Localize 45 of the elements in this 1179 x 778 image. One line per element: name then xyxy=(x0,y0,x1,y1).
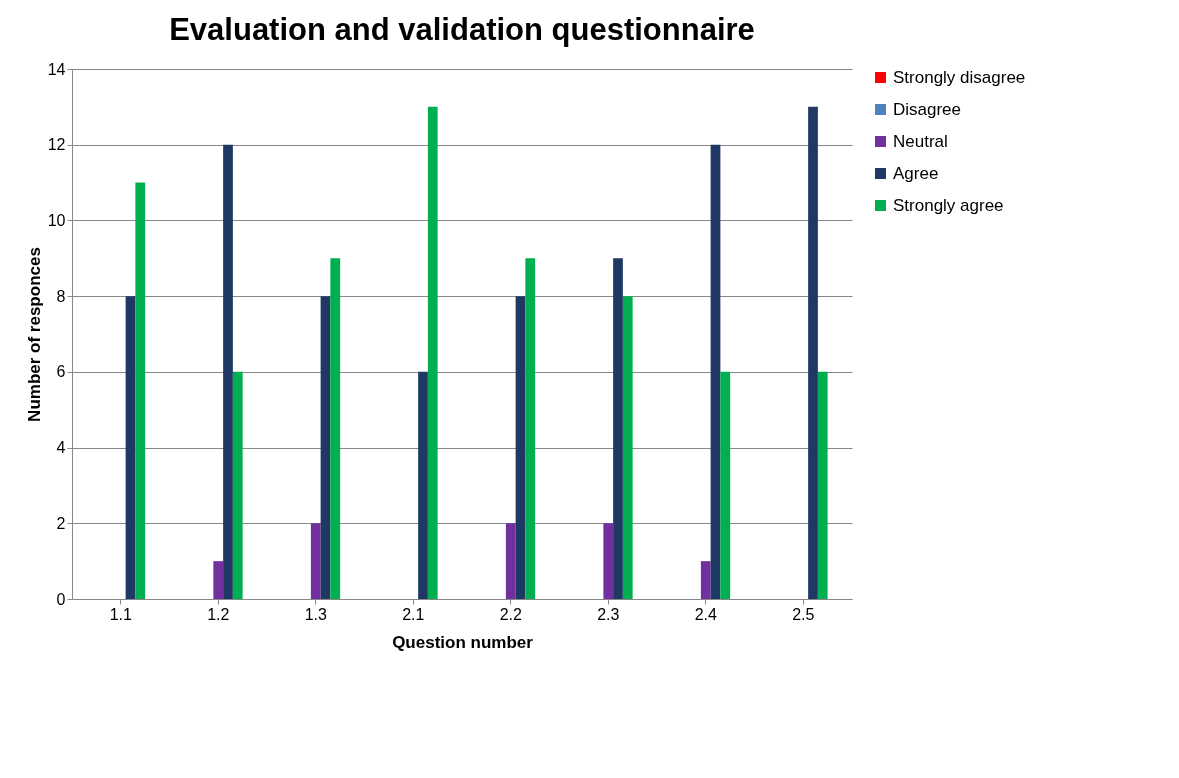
bar xyxy=(700,561,711,599)
x-tick-label: 2.5 xyxy=(792,605,815,623)
bar xyxy=(135,182,146,599)
x-tick-label: 2.4 xyxy=(694,605,717,623)
x-tick-label: 2.2 xyxy=(499,605,522,623)
bar xyxy=(427,106,438,599)
bar xyxy=(817,371,828,599)
bar xyxy=(720,371,731,599)
legend-label: Strongly agree xyxy=(893,195,1004,215)
x-axis-title: Question number xyxy=(392,632,534,652)
bar xyxy=(223,144,233,599)
legend-label: Disagree xyxy=(893,99,962,119)
y-tick-label: 4 xyxy=(56,439,66,457)
x-tick-label: 1.1 xyxy=(109,605,132,623)
x-tick-label: 1.3 xyxy=(304,605,327,623)
bar xyxy=(320,296,331,599)
bar xyxy=(505,523,516,599)
bar xyxy=(330,258,341,599)
y-tick-label: 12 xyxy=(47,136,66,154)
bar xyxy=(418,371,428,599)
y-tick-label: 0 xyxy=(56,590,66,608)
y-tick-label: 6 xyxy=(56,363,66,381)
chart-title: Evaluation and validation questionnaire xyxy=(169,12,755,47)
bar xyxy=(622,296,633,599)
bar xyxy=(525,258,536,599)
y-tick-label: 2 xyxy=(56,514,66,532)
y-tick-label: 8 xyxy=(56,287,66,305)
y-axis-title: Number of responces xyxy=(24,247,44,422)
y-tick-label: 14 xyxy=(47,60,66,78)
bar xyxy=(710,144,721,599)
bar xyxy=(613,258,623,599)
x-tick-label: 2.3 xyxy=(597,605,620,623)
bar xyxy=(125,296,136,599)
bar xyxy=(232,371,243,599)
y-tick-label: 10 xyxy=(47,211,66,229)
legend-label: Neutral xyxy=(893,131,948,151)
legend-label: Strongly disagree xyxy=(893,67,1026,87)
x-tick-label: 1.2 xyxy=(207,605,230,623)
bar xyxy=(515,296,526,599)
bar xyxy=(213,561,224,599)
x-tick-label: 2.1 xyxy=(402,605,425,623)
bar xyxy=(603,523,614,599)
legend-label: Agree xyxy=(893,163,939,183)
bar xyxy=(310,523,321,599)
bar xyxy=(808,106,818,599)
